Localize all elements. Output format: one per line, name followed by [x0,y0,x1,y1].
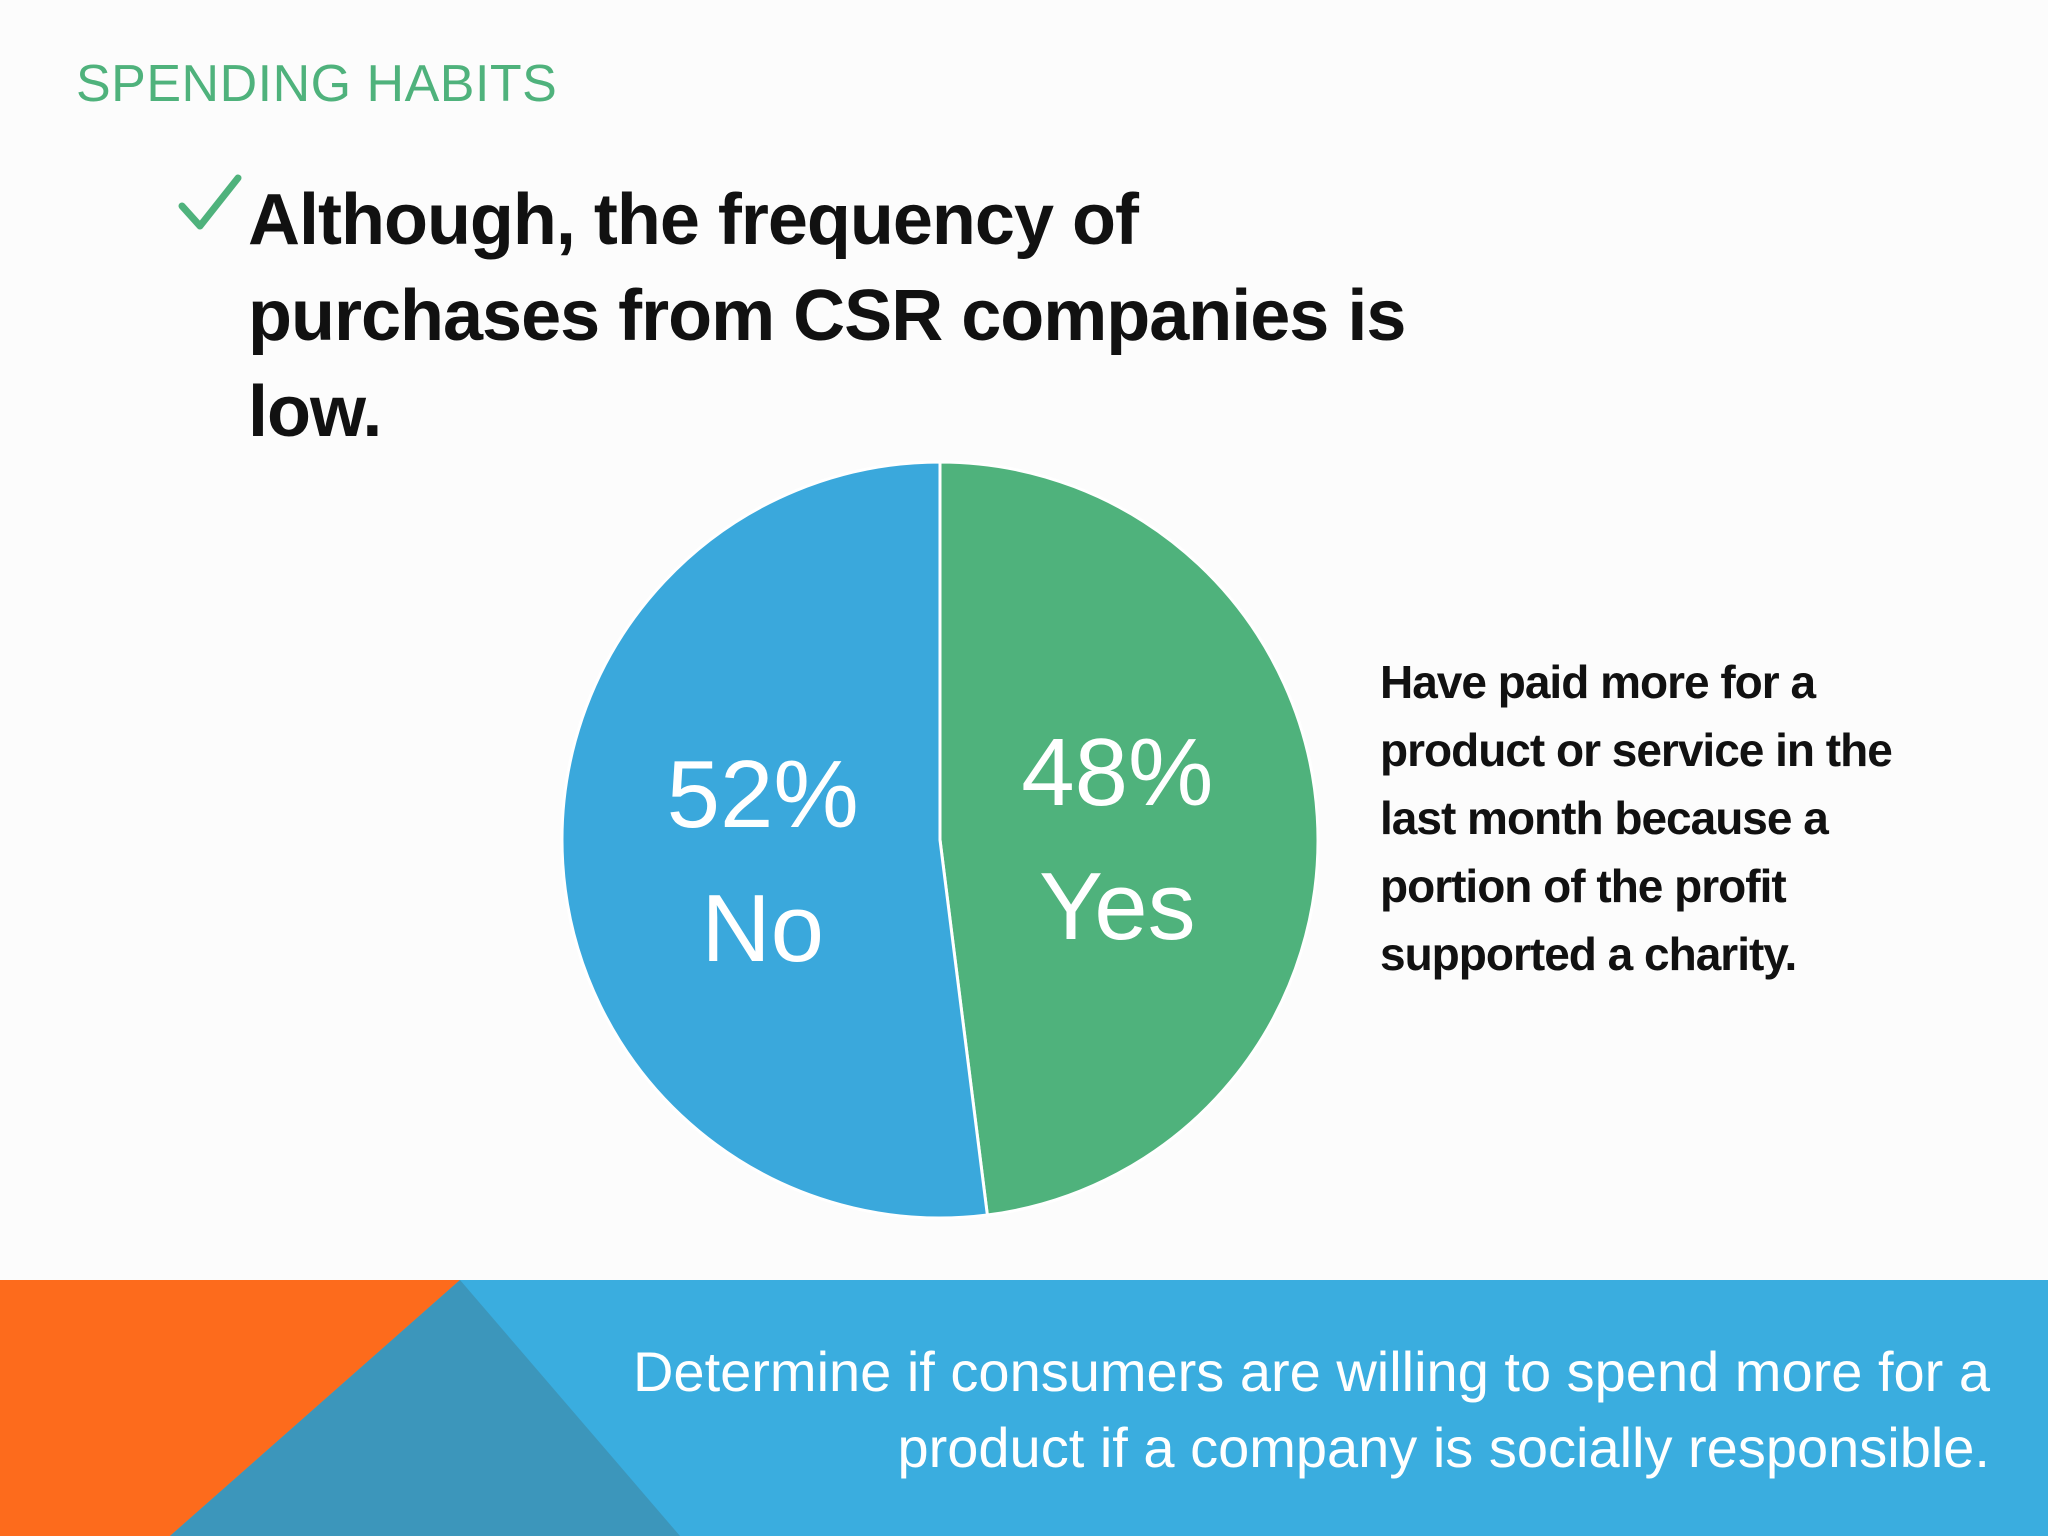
pie-label-category: No [701,875,824,982]
pie-label-category: Yes [1039,853,1196,960]
pie-label-percent: 52% [667,741,859,848]
pie-slice-no [560,460,990,1220]
pie-label-yes: 48% Yes [1021,719,1213,960]
pie-chart: 48% Yes 52% No [540,440,1340,1240]
pie-label-no: 52% No [667,741,859,982]
bullet-text: Although, the frequency of purchases fro… [248,180,1406,452]
footer-text: Determine if consumers are willing to sp… [632,1340,1990,1479]
checkmark-icon [178,174,242,230]
footer-decoration [0,1280,680,1536]
pie-label-percent: 48% [1021,719,1213,826]
pie-slice-yes [938,460,1320,1217]
chart-caption: Have paid more for a product or service … [1380,656,1893,980]
footer-band [0,1280,2048,1536]
pie-chart-svg: 48% Yes 52% No [560,460,1320,1220]
section-title: SPENDING HABITS [76,55,558,113]
footer-orange-shape [0,1280,460,1536]
footer-dark-triangle [170,1280,680,1536]
